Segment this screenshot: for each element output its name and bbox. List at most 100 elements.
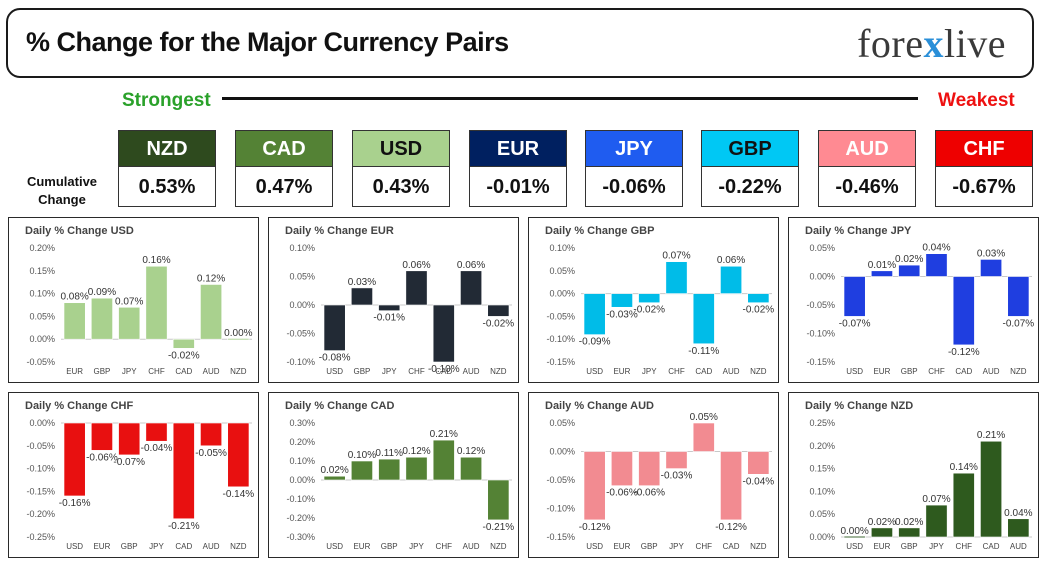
bar-nzd	[1007, 276, 1030, 317]
bar-aud	[460, 270, 483, 306]
bar-chart: 0.05% 0.00% -0.05% -0.10% -0.15% -0.12% USD -0.…	[546, 412, 774, 551]
currency-cumulative-value: -0.46%	[818, 167, 916, 207]
logo-text-right: live	[944, 21, 1006, 66]
currency-code: EUR	[469, 130, 567, 167]
cumulative-change-label: Cumulative Change	[18, 173, 106, 209]
x-category-label: EUR	[353, 542, 370, 551]
bar-nzd	[227, 422, 250, 488]
y-tick-label: 0.05%	[289, 272, 315, 282]
chart-panel: 0.05% 0.00% -0.05% -0.10% -0.15% -0.07% USD 0.0…	[788, 217, 1039, 383]
y-tick-label: -0.10%	[286, 357, 315, 367]
y-tick-label: 0.00%	[549, 447, 575, 457]
currency-code: CAD	[235, 130, 333, 167]
y-tick-label: 0.05%	[809, 509, 835, 519]
x-category-label: JPY	[669, 542, 684, 551]
x-category-label: EUR	[93, 542, 110, 551]
chart-panel: 0.30% 0.20% 0.10% 0.00% -0.10% -0.20% -0.30% 0.…	[268, 392, 519, 558]
bar-chart: 0.30% 0.20% 0.10% 0.00% -0.10% -0.20% -0.30% 0.…	[286, 418, 514, 551]
y-tick-label: -0.10%	[546, 504, 575, 514]
y-tick-label: 0.00%	[809, 532, 835, 542]
data-label: 0.03%	[348, 277, 376, 288]
y-tick-label: 0.00%	[549, 289, 575, 299]
x-category-label: CHF	[408, 367, 425, 376]
data-label: 0.05%	[690, 412, 718, 423]
bar-gbp	[638, 451, 661, 487]
data-label: -0.02%	[168, 350, 200, 361]
data-label: -0.03%	[606, 309, 638, 320]
y-tick-label: 0.15%	[29, 266, 55, 276]
y-tick-label: 0.20%	[809, 441, 835, 451]
x-category-label: EUR	[873, 367, 890, 376]
bar-eur	[90, 422, 113, 451]
bar-chf	[432, 439, 455, 481]
bar-gbp	[118, 422, 141, 456]
data-label: 0.03%	[977, 248, 1005, 259]
logo-text-x: x	[923, 21, 945, 66]
currency-box-nzd: NZD 0.53%	[118, 130, 216, 207]
y-tick-label: 0.05%	[29, 311, 55, 321]
bar-chart: 0.25% 0.20% 0.15% 0.10% 0.05% 0.00% 0.00% USD 0.…	[809, 418, 1032, 551]
strongest-label: Strongest	[122, 90, 211, 111]
bar-chart: 0.10% 0.05% 0.00% -0.05% -0.10% -0.08% USD 0.03…	[286, 243, 515, 376]
y-tick-label: 0.15%	[809, 464, 835, 474]
bar-chart: 0.05% 0.00% -0.05% -0.10% -0.15% -0.07% USD 0.0…	[806, 243, 1034, 376]
data-label: 0.00%	[224, 328, 252, 339]
x-category-label: USD	[66, 542, 83, 551]
bar-gbp	[898, 264, 921, 277]
data-label: -0.02%	[483, 318, 515, 329]
data-label: -0.21%	[168, 521, 200, 532]
chart-title: Daily % Change NZD	[805, 400, 914, 412]
data-label: -0.09%	[579, 337, 611, 348]
data-label: 0.02%	[895, 517, 923, 528]
currency-box-cad: CAD 0.47%	[235, 130, 333, 207]
x-category-label: GBP	[641, 542, 658, 551]
x-category-label: JPY	[929, 542, 944, 551]
bar-jpy	[405, 456, 428, 481]
data-label: 0.06%	[717, 255, 745, 266]
data-label: 0.21%	[977, 430, 1005, 441]
bar-nzd	[227, 338, 250, 341]
data-label: 0.04%	[922, 243, 950, 254]
currency-cumulative-value: -0.22%	[701, 167, 799, 207]
x-category-label: USD	[846, 367, 863, 376]
data-label: 0.12%	[457, 446, 485, 457]
data-label: 0.07%	[922, 494, 950, 505]
x-category-label: EUR	[66, 367, 83, 376]
data-label: -0.12%	[715, 522, 747, 533]
data-label: 0.06%	[457, 260, 485, 271]
bar-aud	[460, 456, 483, 481]
x-category-label: GBP	[93, 367, 110, 376]
data-label: 0.11%	[375, 448, 403, 459]
y-tick-label: 0.10%	[809, 486, 835, 496]
x-category-label: CHF	[668, 367, 685, 376]
x-category-label: AUD	[723, 367, 740, 376]
y-tick-label: 0.25%	[809, 418, 835, 428]
currency-box-aud: AUD -0.46%	[818, 130, 916, 207]
y-tick-label: -0.05%	[286, 329, 315, 339]
chart-panel: 0.00% -0.05% -0.10% -0.15% -0.20% -0.25% -0.16…	[8, 392, 259, 558]
logo-text-left: fore	[857, 21, 924, 66]
x-category-label: USD	[586, 367, 603, 376]
bar-chf	[405, 270, 428, 306]
x-category-label: GBP	[121, 542, 138, 551]
y-tick-label: 0.10%	[29, 289, 55, 299]
data-label: -0.08%	[319, 353, 351, 364]
chart-title: Daily % Change CAD	[285, 400, 395, 412]
data-label: -0.12%	[948, 347, 980, 358]
chart-panel: 0.20% 0.15% 0.10% 0.05% 0.00% -0.05% 0.08% EUR 0…	[8, 217, 259, 383]
bar-chf	[665, 261, 688, 294]
y-tick-label: -0.05%	[546, 311, 575, 321]
bar-chart: 0.10% 0.05% 0.00% -0.05% -0.10% -0.15% -0.09% U…	[546, 243, 774, 376]
currency-cumulative-value: 0.47%	[235, 167, 333, 207]
bar-cad	[720, 451, 743, 521]
y-tick-label: 0.05%	[549, 266, 575, 276]
currency-box-usd: USD 0.43%	[352, 130, 450, 207]
data-label: -0.03%	[661, 471, 693, 482]
forexlive-logo: forexlive	[857, 20, 1006, 67]
y-tick-label: -0.10%	[806, 329, 835, 339]
data-label: -0.05%	[195, 448, 227, 459]
x-category-label: AUD	[203, 367, 220, 376]
chart-title: Daily % Change CHF	[25, 400, 134, 412]
data-label: -0.01%	[373, 313, 405, 324]
y-tick-label: -0.20%	[286, 513, 315, 523]
